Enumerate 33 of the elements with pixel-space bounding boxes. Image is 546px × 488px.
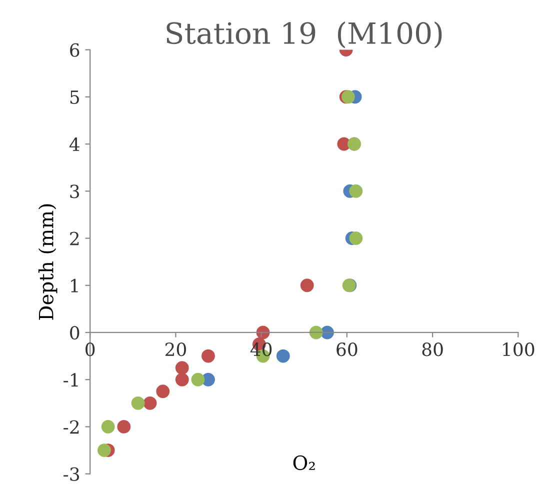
point xyxy=(175,361,189,375)
point xyxy=(202,349,215,363)
point xyxy=(349,184,363,198)
y-tick-label: 4 xyxy=(69,137,80,151)
x-tick-label: 20 xyxy=(165,342,186,356)
y-tick-label: 3 xyxy=(70,184,80,198)
point xyxy=(309,326,323,340)
point xyxy=(156,384,170,398)
point xyxy=(98,444,111,457)
point xyxy=(101,420,115,434)
x-tick-label: 60 xyxy=(336,342,358,356)
point xyxy=(143,396,157,410)
y-tick-label: 1 xyxy=(71,278,78,292)
y-tick-label: -1 xyxy=(64,373,78,386)
x-tick-label: 100 xyxy=(503,342,534,356)
chart-title: Station 19 (M100) xyxy=(166,22,442,48)
point xyxy=(117,420,131,434)
y-tick-label: -3 xyxy=(64,467,80,481)
y-axis-title: Depth (mm) xyxy=(38,204,58,320)
point xyxy=(175,372,189,386)
point xyxy=(191,372,205,386)
point xyxy=(300,278,314,292)
y-tick-label: 5 xyxy=(70,90,79,104)
y-tick-label: 2 xyxy=(70,232,79,246)
y-tick-label: 6 xyxy=(70,43,80,57)
point xyxy=(342,90,355,104)
y-tick-label: -2 xyxy=(64,420,79,434)
point xyxy=(131,396,145,410)
x-tick-label: 80 xyxy=(422,342,443,356)
y-tick-label: 0 xyxy=(70,326,80,340)
point xyxy=(276,349,290,363)
x-axis-title: O₂ xyxy=(293,455,315,470)
point xyxy=(349,232,363,245)
